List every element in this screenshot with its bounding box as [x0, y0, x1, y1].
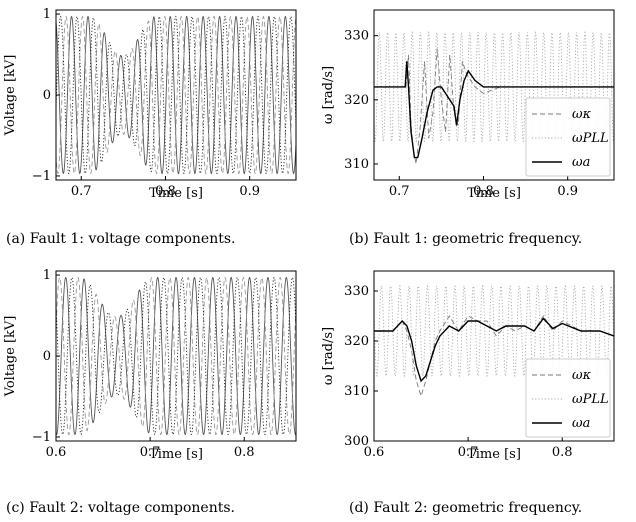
legend: ωκ ωPLL ωa: [525, 358, 611, 438]
chart-a: 0.7 0.8 0.9 −1 0 1 Time [s] Voltage [kV]: [3, 7, 297, 201]
x-tick-label: 0.7: [458, 445, 479, 460]
legend: ωκ ωPLL ωa: [525, 97, 611, 177]
legend-entry: ωκ: [572, 107, 592, 122]
y-tick-label: 320: [344, 334, 369, 349]
plot-area: [56, 15, 296, 175]
series-line-1: [56, 15, 296, 175]
y-tick-label: 310: [344, 384, 369, 399]
caption-a: (a) Fault 1: voltage components.: [6, 231, 236, 247]
y-tick-label: 320: [344, 93, 369, 108]
series-line-ωPLL: [374, 30, 614, 144]
y-tick-label: 300: [344, 434, 369, 449]
chart-c: 0.6 0.7 0.8 −1 0 1 Time [s] Voltage [kV]: [3, 268, 297, 462]
y-tick-label: 1: [43, 7, 51, 22]
series-line-ωκ: [374, 48, 614, 165]
plot-area: [56, 276, 296, 436]
series-line-1: [56, 276, 296, 436]
caption-d: (d) Fault 2: geometric frequency.: [349, 500, 583, 516]
y-tick-label: 330: [344, 284, 369, 299]
plot-frame: [373, 9, 615, 181]
y-tick-label: 0: [43, 88, 51, 103]
x-tick-label: 0.7: [389, 184, 410, 199]
caption-c: (c) Fault 2: voltage components.: [6, 500, 235, 516]
y-tick-label: −1: [32, 430, 51, 445]
x-tick-label: 0.7: [71, 184, 92, 199]
x-tick-label: 0.6: [46, 445, 67, 460]
x-axis-label: Time [s]: [149, 186, 203, 201]
caption-b: (b) Fault 1: geometric frequency.: [349, 231, 583, 247]
x-tick-label: 0.9: [239, 184, 260, 199]
y-axis-label: Voltage [kV]: [3, 316, 18, 398]
y-axis-label: Voltage [kV]: [3, 55, 18, 137]
series-line-0: [56, 276, 296, 436]
legend-entry: ωPLL: [572, 131, 609, 146]
y-tick-label: 330: [344, 29, 369, 44]
x-tick-label: 0.8: [473, 184, 494, 199]
plot-frame: [373, 270, 615, 442]
legend-entry: ωκ: [572, 368, 592, 383]
plot-area: [374, 30, 614, 165]
x-axis-label: Time [s]: [149, 447, 203, 462]
x-tick-label: 0.8: [234, 445, 255, 460]
x-tick-label: 0.6: [364, 445, 385, 460]
legend-entry: ωa: [572, 416, 590, 431]
x-tick-label: 0.7: [140, 445, 161, 460]
y-axis-label: ω [rad/s]: [321, 66, 336, 124]
x-tick-label: 0.8: [155, 184, 176, 199]
series-line-0: [56, 15, 296, 175]
legend-entry: ωa: [572, 155, 590, 170]
chart-d: 0.6 0.7 0.8 300 310 320 330 Time [s] ω [rad/s] ωκ…: [321, 270, 615, 462]
plot-area: [374, 284, 614, 398]
x-tick-label: 0.9: [557, 184, 578, 199]
series-line-ωa: [374, 61, 614, 159]
legend-box: [525, 97, 611, 177]
y-tick-label: −1: [32, 169, 51, 184]
y-tick-label: 0: [43, 349, 51, 364]
chart-b: 0.7 0.8 0.9 310 320 330 Time [s] ω [rad/s] ωκ ωPL…: [321, 9, 615, 201]
x-axis-label: Time [s]: [467, 186, 521, 201]
x-tick-label: 0.8: [552, 445, 573, 460]
series-line-ωa: [374, 317, 614, 383]
series-line-2: [56, 276, 296, 436]
legend-box: [525, 358, 611, 438]
y-tick-label: 1: [43, 268, 51, 283]
x-axis-label: Time [s]: [467, 447, 521, 462]
series-line-2: [56, 15, 296, 175]
y-axis-label: ω [rad/s]: [321, 327, 336, 385]
legend-entry: ωPLL: [572, 392, 609, 407]
y-tick-label: 310: [344, 157, 369, 172]
